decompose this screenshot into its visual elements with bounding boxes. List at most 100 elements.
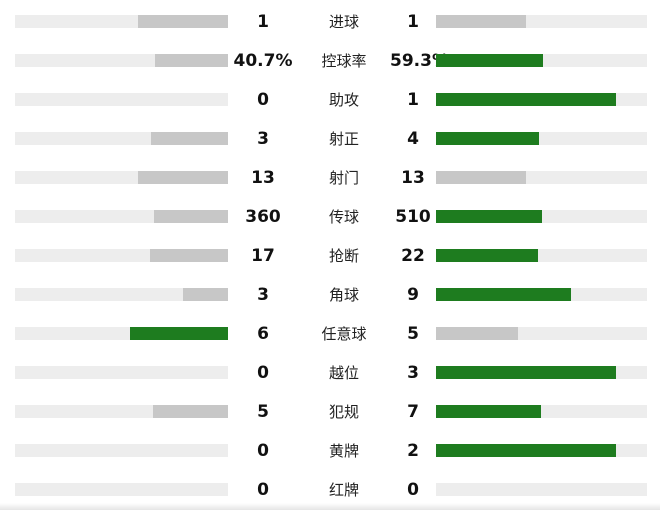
home-value: 3 bbox=[257, 284, 269, 305]
away-bar-track bbox=[436, 93, 647, 106]
home-value: 5 bbox=[257, 401, 269, 422]
stat-row: 13 射门 13 bbox=[0, 158, 660, 197]
away-bar-track bbox=[436, 132, 647, 145]
home-bar-track bbox=[15, 210, 228, 223]
home-bar-track bbox=[15, 444, 228, 457]
away-bar-track bbox=[436, 171, 647, 184]
away-bar-fill bbox=[436, 171, 526, 184]
stat-row: 0 助攻 1 bbox=[0, 80, 660, 119]
home-value: 0 bbox=[257, 479, 269, 500]
home-bar-track bbox=[15, 483, 228, 496]
home-bar-fill bbox=[153, 210, 228, 223]
home-bar-fill bbox=[138, 171, 228, 184]
home-value: 0 bbox=[257, 89, 269, 110]
home-value: 1 bbox=[257, 11, 269, 32]
home-bar-track bbox=[15, 171, 228, 184]
home-bar-track bbox=[15, 366, 228, 379]
home-bar-fill bbox=[153, 405, 228, 418]
stat-label: 助攻 bbox=[328, 91, 359, 109]
away-bar-fill bbox=[436, 288, 571, 301]
stat-row: 0 红牌 0 bbox=[0, 470, 660, 509]
stat-label: 进球 bbox=[328, 13, 359, 31]
home-value: 3 bbox=[257, 128, 269, 149]
away-bar-track bbox=[436, 54, 647, 67]
home-bar-fill bbox=[154, 54, 228, 67]
away-value: 4 bbox=[407, 128, 419, 149]
stat-row: 3 射正 4 bbox=[0, 119, 660, 158]
away-value: 2 bbox=[407, 440, 419, 461]
away-bar-track bbox=[436, 483, 647, 496]
stat-row: 360 传球 510 bbox=[0, 197, 660, 236]
away-bar-fill bbox=[436, 132, 539, 145]
stat-label: 红牌 bbox=[328, 481, 359, 499]
home-value: 17 bbox=[251, 245, 275, 266]
away-bar-fill bbox=[436, 249, 538, 262]
away-bar-track bbox=[436, 366, 647, 379]
home-value: 13 bbox=[251, 167, 275, 188]
home-bar-fill bbox=[129, 327, 228, 340]
home-bar-fill bbox=[183, 288, 228, 301]
stat-label: 角球 bbox=[328, 286, 359, 304]
away-value: 0 bbox=[407, 479, 419, 500]
home-value: 0 bbox=[257, 362, 269, 383]
away-bar-fill bbox=[436, 210, 542, 223]
home-bar-track bbox=[15, 405, 228, 418]
stat-row: 17 抢断 22 bbox=[0, 236, 660, 275]
away-value: 7 bbox=[407, 401, 419, 422]
away-bar-track bbox=[436, 249, 647, 262]
away-value: 22 bbox=[401, 245, 425, 266]
stat-label: 射门 bbox=[328, 169, 359, 187]
home-bar-track bbox=[15, 93, 228, 106]
home-bar-fill bbox=[149, 249, 228, 262]
away-bar-track bbox=[436, 210, 647, 223]
stat-row: 0 黄牌 2 bbox=[0, 431, 660, 470]
away-value: 510 bbox=[395, 206, 431, 227]
stat-row: 6 任意球 5 bbox=[0, 314, 660, 353]
home-bar-track bbox=[15, 15, 228, 28]
home-bar-track bbox=[15, 327, 228, 340]
away-value: 1 bbox=[407, 89, 419, 110]
stat-row: 40.7% 控球率 59.3% bbox=[0, 41, 660, 80]
stat-label: 越位 bbox=[328, 364, 359, 382]
away-bar-fill bbox=[436, 327, 518, 340]
away-value: 13 bbox=[401, 167, 425, 188]
stat-label: 犯规 bbox=[328, 403, 359, 421]
away-bar-fill bbox=[436, 54, 543, 67]
away-value: 59.3% bbox=[390, 50, 449, 71]
away-bar-fill bbox=[436, 366, 616, 379]
stat-row: 0 越位 3 bbox=[0, 353, 660, 392]
stat-label: 控球率 bbox=[321, 52, 367, 70]
away-bar-track bbox=[436, 288, 647, 301]
home-bar-track bbox=[15, 54, 228, 67]
away-bar-fill bbox=[436, 444, 616, 457]
away-bar-fill bbox=[436, 93, 616, 106]
away-bar-fill bbox=[436, 405, 541, 418]
away-bar-track bbox=[436, 444, 647, 457]
away-value: 5 bbox=[407, 323, 419, 344]
home-value: 360 bbox=[245, 206, 281, 227]
stat-label: 抢断 bbox=[328, 247, 359, 265]
away-value: 3 bbox=[407, 362, 419, 383]
home-bar-fill bbox=[150, 132, 228, 145]
away-value: 9 bbox=[407, 284, 419, 305]
home-bar-track bbox=[15, 132, 228, 145]
home-value: 0 bbox=[257, 440, 269, 461]
stat-row: 3 角球 9 bbox=[0, 275, 660, 314]
away-bar-track bbox=[436, 15, 647, 28]
stat-label: 传球 bbox=[328, 208, 359, 226]
stat-label: 任意球 bbox=[321, 325, 367, 343]
stat-label: 黄牌 bbox=[328, 442, 359, 460]
away-bar-track bbox=[436, 405, 647, 418]
home-value: 6 bbox=[257, 323, 269, 344]
home-bar-track bbox=[15, 288, 228, 301]
away-bar-fill bbox=[436, 15, 526, 28]
away-bar-track bbox=[436, 327, 647, 340]
home-bar-track bbox=[15, 249, 228, 262]
stat-row: 5 犯规 7 bbox=[0, 392, 660, 431]
away-value: 1 bbox=[407, 11, 419, 32]
home-bar-fill bbox=[138, 15, 228, 28]
stat-row: 1 进球 1 bbox=[0, 2, 660, 41]
stat-label: 射正 bbox=[328, 130, 359, 148]
home-value: 40.7% bbox=[233, 50, 293, 71]
